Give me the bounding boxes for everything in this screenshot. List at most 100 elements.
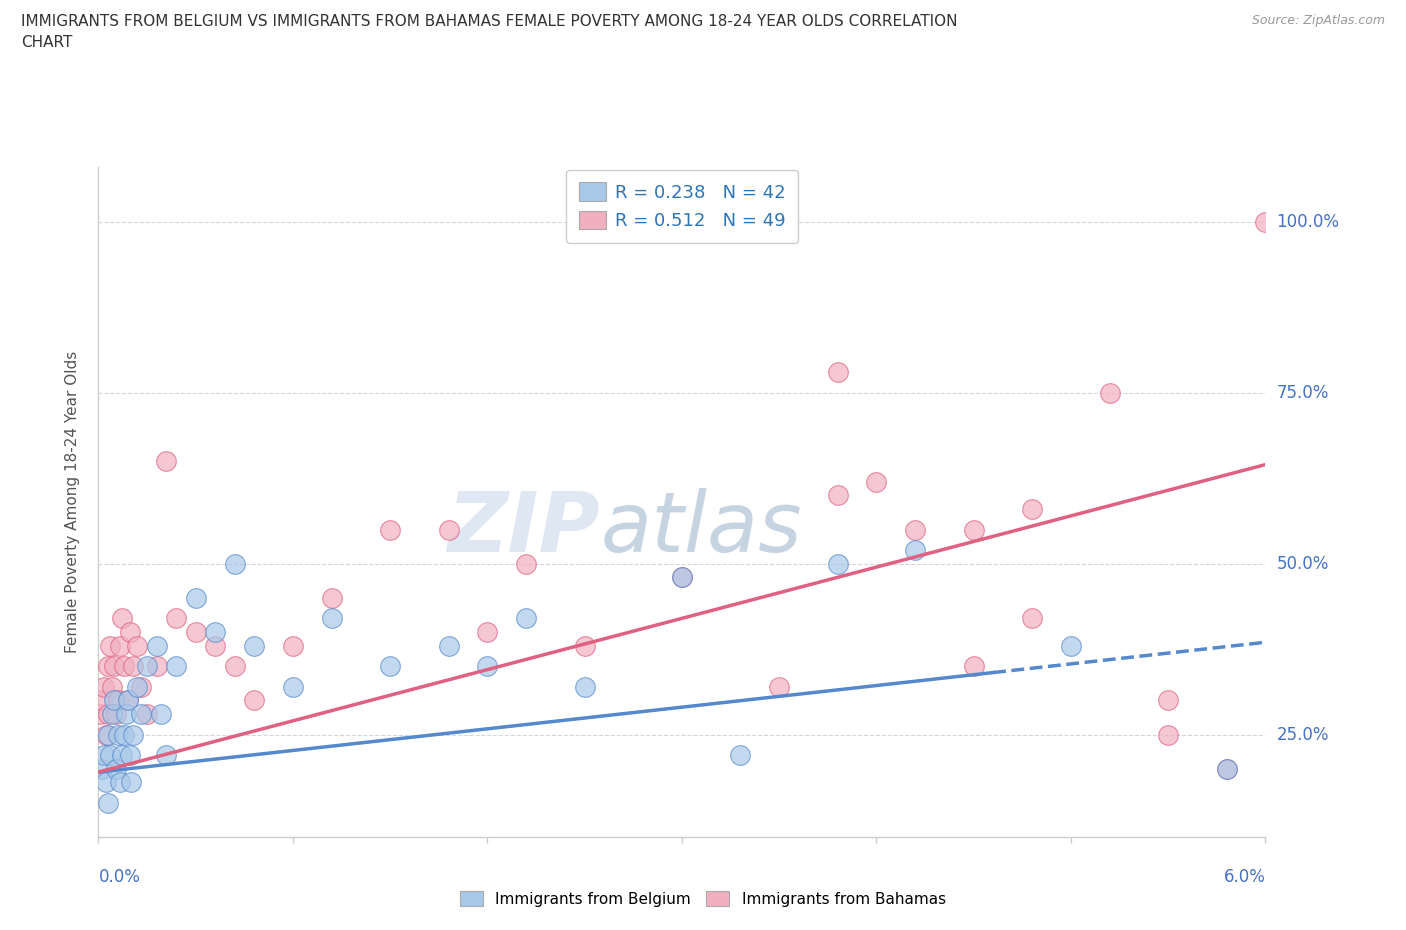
Point bbox=[155, 454, 177, 469]
Text: 25.0%: 25.0% bbox=[1277, 725, 1329, 743]
Point bbox=[904, 522, 927, 537]
Point bbox=[380, 522, 402, 537]
Point bbox=[1021, 611, 1043, 626]
Point bbox=[437, 638, 460, 653]
Point bbox=[127, 638, 149, 653]
Point bbox=[574, 679, 596, 694]
Point bbox=[122, 658, 145, 673]
Text: ZIP: ZIP bbox=[447, 488, 600, 569]
Text: atlas: atlas bbox=[600, 488, 801, 569]
Point bbox=[121, 775, 143, 790]
Point bbox=[1157, 727, 1180, 742]
Point bbox=[827, 365, 849, 379]
Point bbox=[574, 638, 596, 653]
Point bbox=[111, 611, 134, 626]
Point bbox=[904, 542, 927, 557]
Point bbox=[224, 658, 246, 673]
Point bbox=[101, 707, 124, 722]
Point bbox=[768, 679, 790, 694]
Point bbox=[515, 611, 537, 626]
Point bbox=[1254, 215, 1277, 230]
Point bbox=[380, 658, 402, 673]
Point bbox=[671, 570, 693, 585]
Point bbox=[89, 707, 111, 722]
Point bbox=[224, 556, 246, 571]
Text: Source: ZipAtlas.com: Source: ZipAtlas.com bbox=[1251, 14, 1385, 27]
Point bbox=[127, 679, 149, 694]
Point bbox=[1021, 501, 1043, 516]
Point bbox=[96, 775, 118, 790]
Point bbox=[117, 693, 139, 708]
Point bbox=[146, 638, 169, 653]
Point bbox=[477, 658, 499, 673]
Point bbox=[96, 727, 118, 742]
Point bbox=[165, 658, 187, 673]
Text: 6.0%: 6.0% bbox=[1223, 868, 1265, 885]
Point bbox=[108, 775, 131, 790]
Point bbox=[136, 658, 159, 673]
Point bbox=[98, 638, 121, 653]
Y-axis label: Female Poverty Among 18-24 Year Olds: Female Poverty Among 18-24 Year Olds bbox=[65, 352, 80, 654]
Text: 50.0%: 50.0% bbox=[1277, 554, 1329, 573]
Legend: R = 0.238   N = 42, R = 0.512   N = 49: R = 0.238 N = 42, R = 0.512 N = 49 bbox=[565, 170, 799, 243]
Point bbox=[108, 638, 131, 653]
Point bbox=[93, 748, 115, 763]
Point bbox=[93, 679, 115, 694]
Text: 100.0%: 100.0% bbox=[1277, 213, 1340, 231]
Point bbox=[243, 693, 266, 708]
Point bbox=[111, 748, 134, 763]
Point bbox=[97, 658, 120, 673]
Text: IMMIGRANTS FROM BELGIUM VS IMMIGRANTS FROM BAHAMAS FEMALE POVERTY AMONG 18-24 YE: IMMIGRANTS FROM BELGIUM VS IMMIGRANTS FR… bbox=[21, 14, 957, 50]
Point bbox=[101, 679, 124, 694]
Point bbox=[1215, 762, 1237, 777]
Point bbox=[136, 707, 159, 722]
Point bbox=[281, 638, 304, 653]
Point bbox=[962, 522, 984, 537]
Point bbox=[184, 625, 207, 640]
Point bbox=[103, 658, 125, 673]
Point bbox=[827, 556, 849, 571]
Point bbox=[114, 707, 136, 722]
Point bbox=[1098, 385, 1121, 400]
Point bbox=[671, 570, 693, 585]
Point bbox=[122, 727, 145, 742]
Point bbox=[149, 707, 172, 722]
Point bbox=[1157, 693, 1180, 708]
Text: 75.0%: 75.0% bbox=[1277, 384, 1329, 402]
Point bbox=[204, 625, 226, 640]
Point bbox=[91, 762, 114, 777]
Point bbox=[103, 693, 125, 708]
Point bbox=[98, 748, 121, 763]
Point bbox=[97, 707, 120, 722]
Point bbox=[1060, 638, 1083, 653]
Point bbox=[129, 679, 152, 694]
Point bbox=[107, 693, 129, 708]
Point bbox=[243, 638, 266, 653]
Point bbox=[865, 474, 887, 489]
Point bbox=[1215, 762, 1237, 777]
Point bbox=[112, 658, 135, 673]
Point bbox=[146, 658, 169, 673]
Point bbox=[118, 625, 141, 640]
Point bbox=[184, 591, 207, 605]
Point bbox=[827, 488, 849, 503]
Point bbox=[129, 707, 152, 722]
Point bbox=[515, 556, 537, 571]
Point bbox=[321, 591, 343, 605]
Point bbox=[165, 611, 187, 626]
Point bbox=[107, 727, 129, 742]
Point bbox=[104, 762, 127, 777]
Point bbox=[730, 748, 752, 763]
Point bbox=[91, 693, 114, 708]
Text: 0.0%: 0.0% bbox=[98, 868, 141, 885]
Point bbox=[962, 658, 984, 673]
Point bbox=[97, 795, 120, 810]
Point bbox=[118, 748, 141, 763]
Point bbox=[104, 707, 127, 722]
Point bbox=[321, 611, 343, 626]
Legend: Immigrants from Belgium, Immigrants from Bahamas: Immigrants from Belgium, Immigrants from… bbox=[454, 885, 952, 913]
Point bbox=[204, 638, 226, 653]
Point bbox=[437, 522, 460, 537]
Point bbox=[117, 693, 139, 708]
Point bbox=[155, 748, 177, 763]
